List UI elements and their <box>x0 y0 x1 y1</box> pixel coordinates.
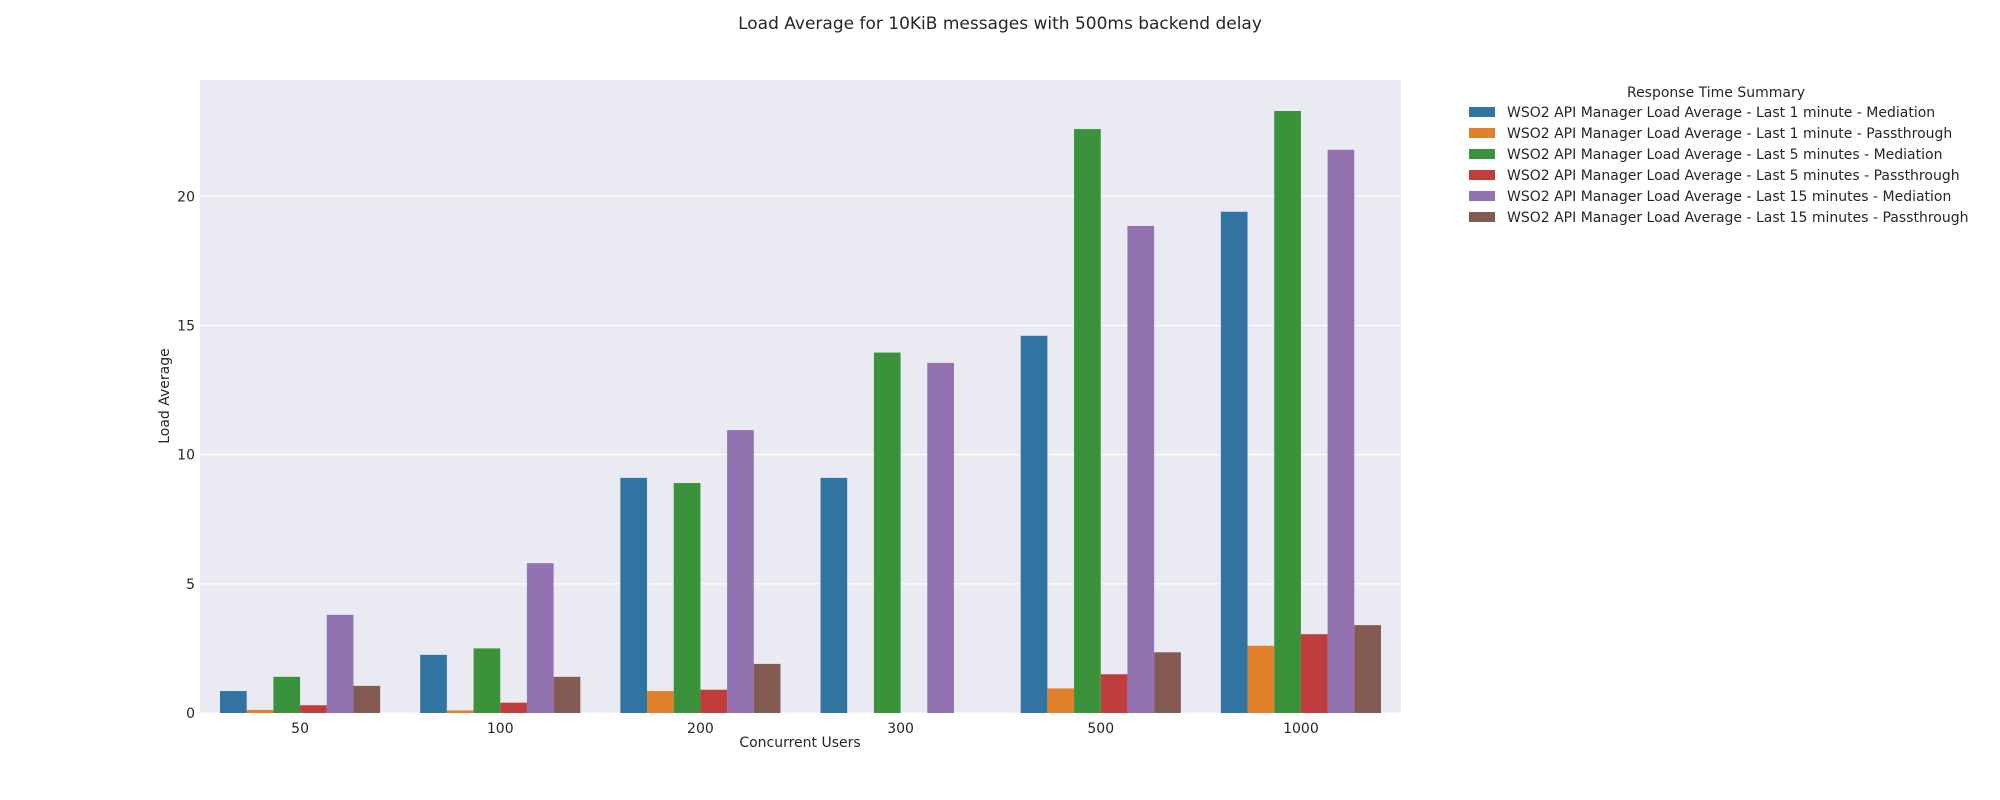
legend-swatch <box>1469 212 1495 222</box>
bar <box>1127 225 1155 714</box>
legend-entry: WSO2 API Manager Load Average - Last 5 m… <box>1507 168 1960 184</box>
bar <box>1047 688 1075 713</box>
legend-swatch <box>1469 107 1495 117</box>
bar <box>1154 652 1181 713</box>
bar <box>500 702 527 713</box>
bar <box>353 685 381 713</box>
bar <box>300 705 327 713</box>
legend-swatch <box>1469 149 1495 159</box>
x-tick-label: 500 <box>1087 721 1114 737</box>
bar <box>873 352 901 713</box>
bar <box>1100 674 1128 713</box>
legend-entry: WSO2 API Manager Load Average - Last 15 … <box>1507 189 1951 205</box>
y-tick-label: 15 <box>177 318 195 334</box>
x-axis-ticks: 50 100 200 300 500 1000 <box>291 721 1319 737</box>
bar <box>246 709 274 713</box>
bar <box>1327 149 1355 714</box>
bars-group <box>220 111 1381 714</box>
bar <box>553 676 581 713</box>
y-tick-label: 0 <box>186 706 195 722</box>
x-tick-label: 100 <box>487 721 514 737</box>
bar <box>1247 645 1275 713</box>
legend-entry: WSO2 API Manager Load Average - Last 1 m… <box>1507 105 1935 121</box>
y-tick-label: 5 <box>186 577 195 593</box>
y-tick-label: 10 <box>177 448 195 464</box>
bar <box>753 663 781 713</box>
x-tick-label: 50 <box>291 721 309 737</box>
bar <box>620 477 648 713</box>
legend-items: WSO2 API Manager Load Average - Last 1 m… <box>1469 105 1969 226</box>
chart-title: Load Average for 10KiB messages with 500… <box>738 14 1262 34</box>
bar <box>820 477 848 713</box>
bar <box>1300 634 1328 713</box>
y-tick-label: 20 <box>177 189 195 205</box>
x-tick-label: 300 <box>887 721 914 737</box>
x-tick-label: 1000 <box>1283 721 1319 737</box>
bar <box>273 676 301 713</box>
bar <box>1274 111 1301 713</box>
bar <box>1220 211 1248 714</box>
bar <box>927 362 954 713</box>
bar <box>647 691 674 713</box>
legend-title: Response Time Summary <box>1627 85 1805 101</box>
bar <box>1020 335 1048 713</box>
legend: Response Time Summary WSO2 API Manager L… <box>1469 85 1969 226</box>
bar <box>446 710 474 713</box>
y-axis-label: Load Average <box>157 348 173 444</box>
bar <box>526 563 554 713</box>
y-axis-ticks: 0 5 10 15 20 <box>177 189 195 722</box>
legend-swatch <box>1469 170 1495 180</box>
legend-entry: WSO2 API Manager Load Average - Last 5 m… <box>1507 147 1942 163</box>
bar <box>420 654 447 713</box>
x-tick-label: 200 <box>687 721 714 737</box>
bar <box>220 691 247 713</box>
plot-area <box>200 80 1401 713</box>
grid-lines <box>200 195 1401 714</box>
legend-swatch <box>1469 128 1495 138</box>
bar <box>700 689 728 713</box>
x-axis-label: Concurrent Users <box>739 735 860 751</box>
bar <box>473 648 501 713</box>
legend-entry: WSO2 API Manager Load Average - Last 15 … <box>1507 210 1969 226</box>
bar <box>727 430 754 713</box>
bar <box>673 483 701 713</box>
legend-entry: WSO2 API Manager Load Average - Last 1 m… <box>1507 126 1952 142</box>
bar <box>326 614 354 713</box>
bar <box>1354 625 1381 713</box>
legend-swatch <box>1469 191 1495 201</box>
bar <box>1074 129 1101 714</box>
